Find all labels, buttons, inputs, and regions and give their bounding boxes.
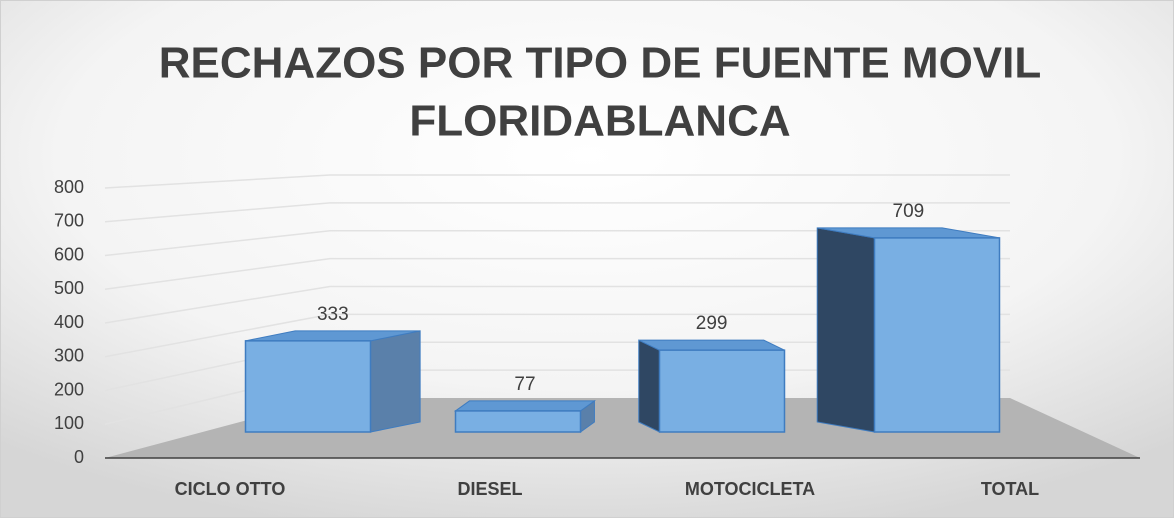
bar-side: [816, 227, 875, 433]
data-label: 333: [317, 304, 349, 325]
data-label: 709: [893, 201, 925, 222]
bar-front: [244, 340, 372, 433]
x-tick-label: CICLO OTTO: [175, 479, 286, 499]
grid-line: [104, 285, 1010, 324]
data-label: 77: [514, 374, 535, 395]
bar-front: [873, 237, 1001, 433]
y-tick-label: 500: [54, 278, 84, 298]
grid-line: [104, 202, 1010, 223]
y-tick-label: 100: [54, 413, 84, 433]
grid-line: [104, 174, 1010, 189]
bar-front: [454, 410, 582, 433]
chart-title: FLORIDABLANCA: [409, 97, 790, 146]
grid-line: [104, 313, 1010, 358]
grid-line: [104, 257, 1010, 290]
y-tick-label: 0: [74, 447, 84, 467]
x-tick-label: MOTOCICLETA: [685, 479, 815, 499]
data-label: 299: [696, 313, 728, 334]
bar-front: [658, 349, 786, 433]
y-tick-label: 600: [54, 244, 84, 264]
y-tick-label: 800: [54, 177, 84, 197]
x-tick-label: TOTAL: [981, 479, 1039, 499]
bar: [816, 227, 1001, 433]
y-tick-label: 400: [54, 312, 84, 332]
bar-side: [638, 339, 660, 433]
y-tick-label: 200: [54, 379, 84, 399]
bar-side: [370, 330, 421, 433]
bar-top: [638, 339, 785, 351]
bar: [453, 399, 596, 433]
grid-line: [104, 230, 1010, 257]
y-tick-label: 700: [54, 211, 84, 231]
x-tick-label: DIESEL: [457, 479, 522, 499]
bar: [244, 330, 421, 433]
chart-title: RECHAZOS POR TIPO DE FUENTE MOVIL: [159, 39, 1042, 88]
bar-top: [453, 400, 596, 412]
y-tick-label: 300: [54, 346, 84, 366]
bar: [638, 339, 786, 433]
